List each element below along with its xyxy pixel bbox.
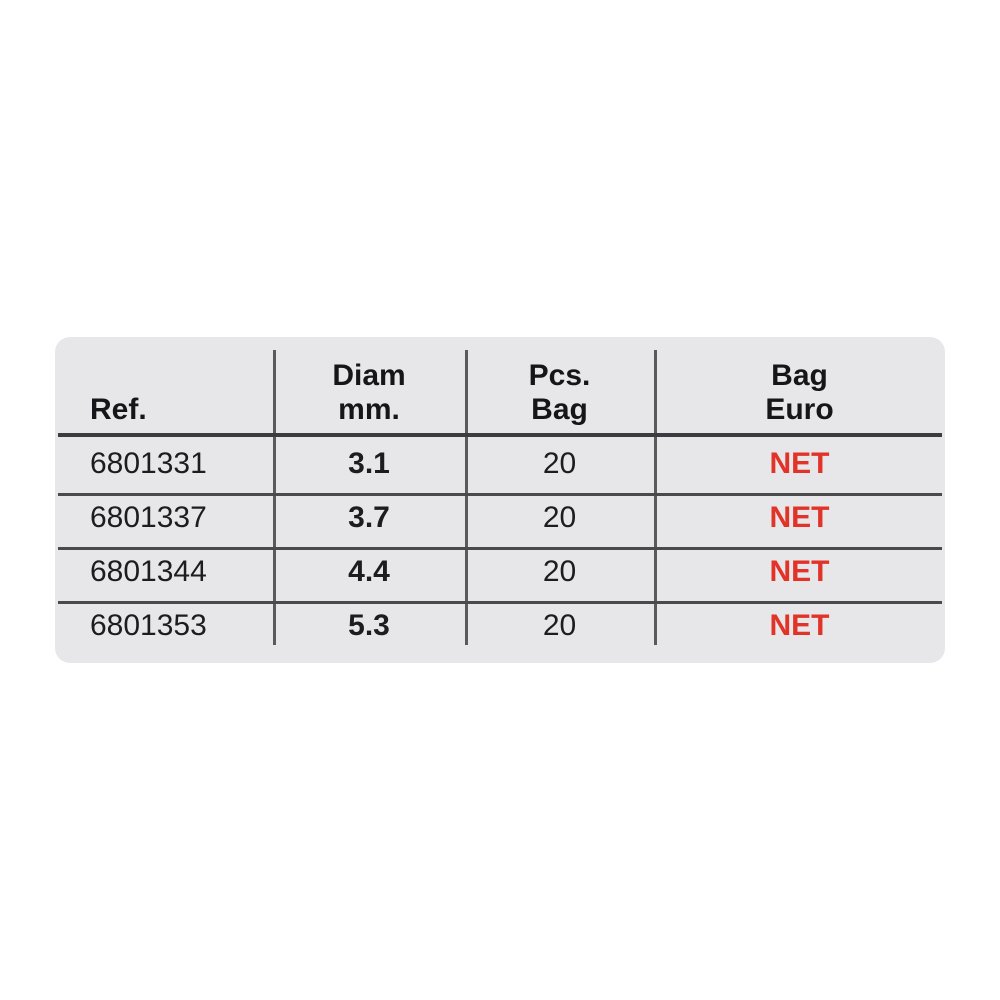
cell-bag-price: NET bbox=[769, 501, 830, 534]
row-separator-2 bbox=[58, 547, 942, 550]
cell-pcs: 20 bbox=[542, 501, 577, 534]
cell-pcs: 20 bbox=[542, 447, 577, 480]
column-header-pcs: Pcs. Bag bbox=[528, 358, 591, 426]
column-separator-diam-pcs bbox=[465, 350, 468, 645]
cell-pcs: 20 bbox=[542, 555, 577, 588]
cell-diam: 3.1 bbox=[348, 447, 390, 480]
cell-diam: 3.7 bbox=[348, 501, 390, 534]
table-row: 6801337 3.7 20 NET bbox=[55, 491, 945, 545]
column-header-bag: Bag Euro bbox=[765, 358, 834, 426]
header-bottom-rule bbox=[58, 433, 942, 437]
cell-pcs: 20 bbox=[542, 609, 577, 642]
cell-diam: 5.3 bbox=[348, 609, 390, 642]
column-header-diam: Diam mm. bbox=[332, 358, 406, 426]
table-row: 6801353 5.3 20 NET bbox=[55, 599, 945, 653]
cell-bag-price: NET bbox=[769, 555, 830, 588]
column-separator-pcs-bag bbox=[654, 350, 657, 645]
cell-ref: 6801331 bbox=[90, 447, 207, 480]
column-separator-ref-diam bbox=[273, 350, 276, 645]
cell-bag-price: NET bbox=[769, 609, 830, 642]
cell-ref: 6801353 bbox=[90, 609, 207, 642]
row-separator-3 bbox=[58, 601, 942, 604]
column-header-ref: Ref. bbox=[90, 392, 147, 426]
cell-diam: 4.4 bbox=[348, 555, 390, 588]
cell-bag-price: NET bbox=[769, 447, 830, 480]
product-spec-table: Ref. Diam mm. Pcs. Bag Bag Euro 6801331 … bbox=[55, 337, 945, 663]
table-header-row: Ref. Diam mm. Pcs. Bag Bag Euro bbox=[55, 337, 945, 433]
row-separator-1 bbox=[58, 493, 942, 496]
product-spec-card: Ref. Diam mm. Pcs. Bag Bag Euro 6801331 … bbox=[55, 337, 945, 663]
table-row: 6801344 4.4 20 NET bbox=[55, 545, 945, 599]
cell-ref: 6801344 bbox=[90, 555, 207, 588]
table-row: 6801331 3.1 20 NET bbox=[55, 437, 945, 491]
cell-ref: 6801337 bbox=[90, 501, 207, 534]
